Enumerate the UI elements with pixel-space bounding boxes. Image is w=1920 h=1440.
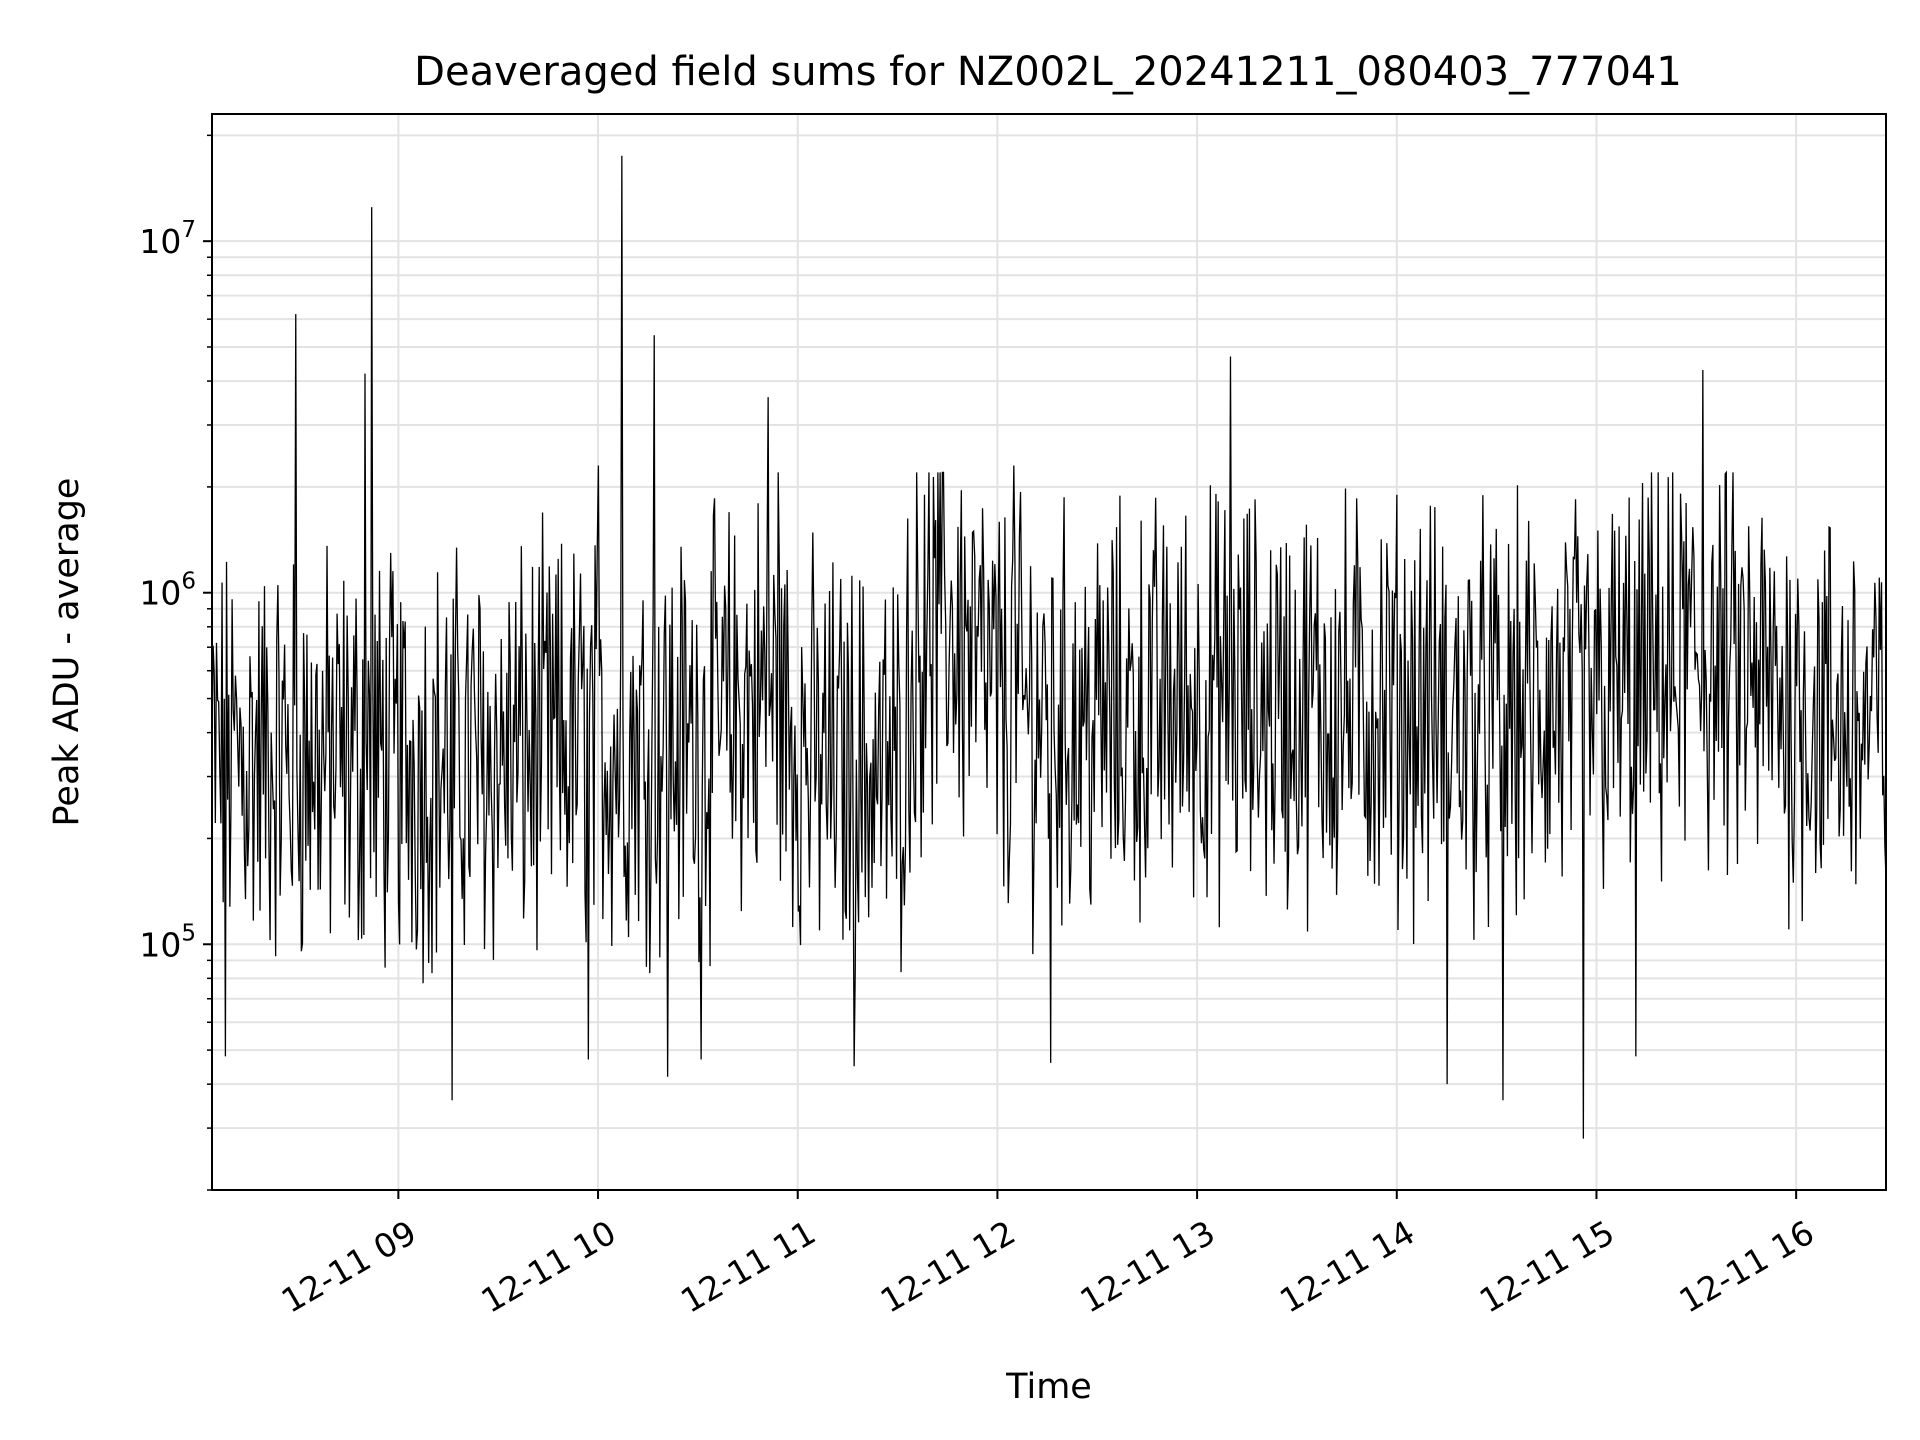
x-axis-label: Time xyxy=(1005,1367,1092,1407)
series-line xyxy=(211,155,1887,1139)
series-layer xyxy=(211,155,1887,1139)
y-tick-label: 106 xyxy=(139,569,196,613)
plot-frame xyxy=(211,113,1887,1191)
y-tick-label: 105 xyxy=(139,920,196,964)
y-axis-label: Peak ADU - average xyxy=(47,478,87,827)
chart-title: Deaveraged field sums for NZ002L_2024121… xyxy=(414,49,1682,95)
y-tick-label: 107 xyxy=(139,217,196,261)
